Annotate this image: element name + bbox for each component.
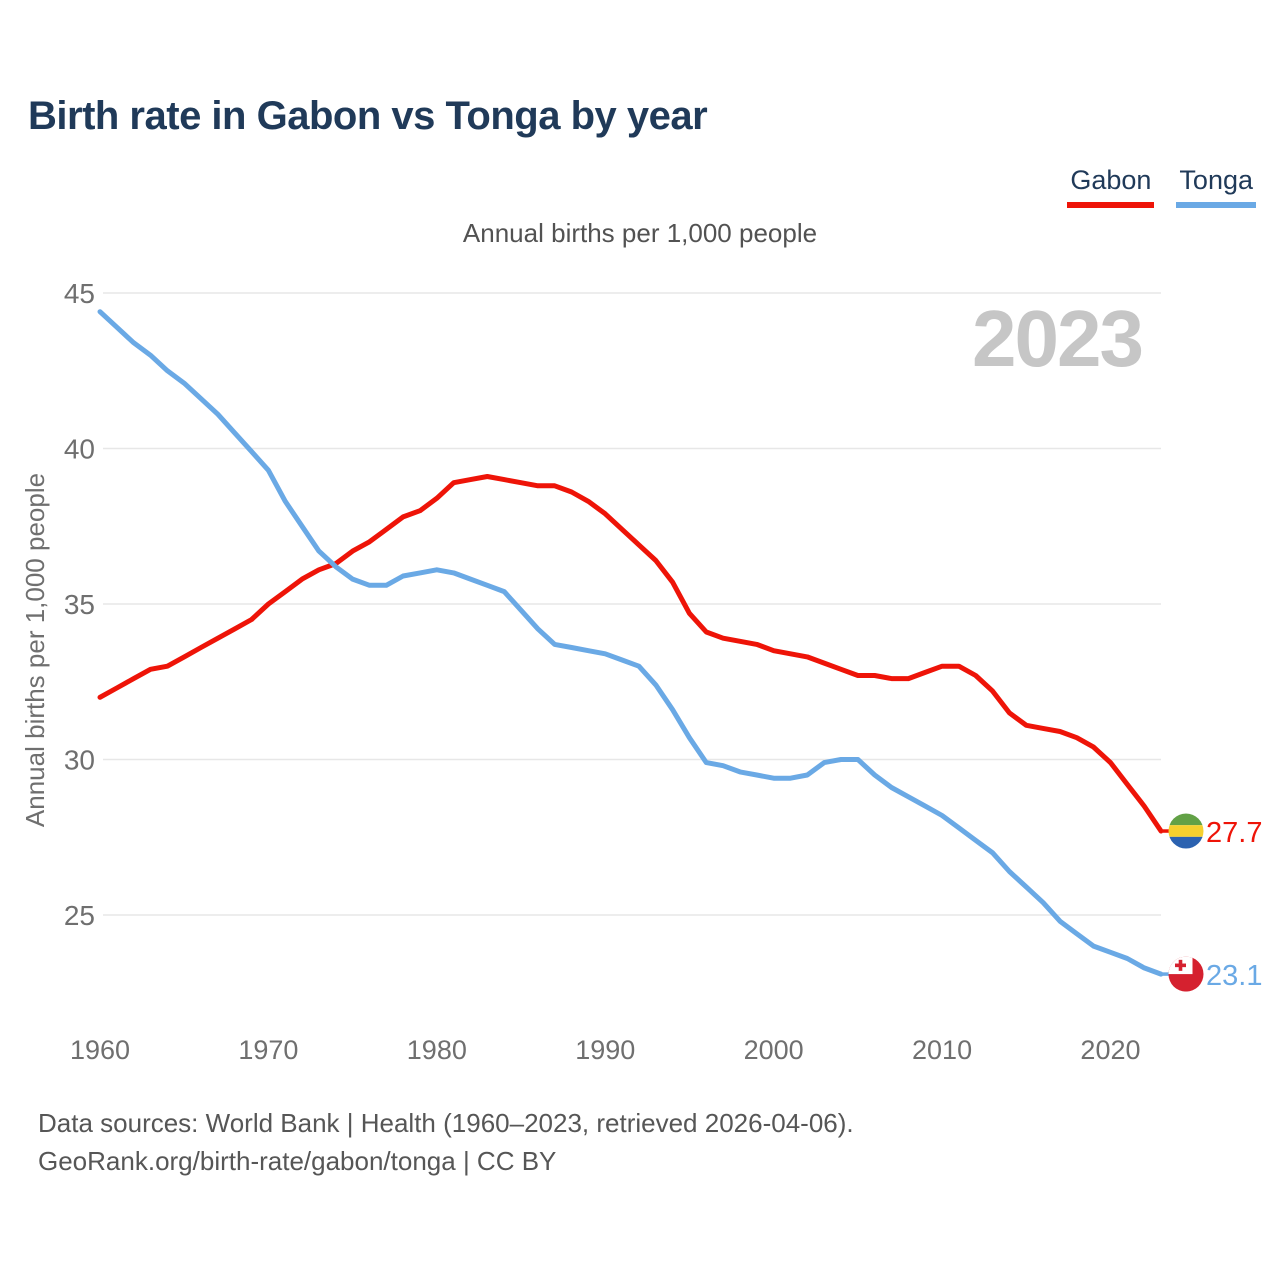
y-tick-label: 45	[64, 278, 95, 309]
legend: Gabon Tonga	[1067, 165, 1256, 208]
gabon-flag-icon	[1168, 813, 1204, 849]
footer-sources-line: Data sources: World Bank | Health (1960–…	[38, 1108, 854, 1138]
x-tick-label: 1970	[238, 1035, 298, 1065]
y-tick-label: 30	[64, 745, 95, 776]
legend-item-tonga[interactable]: Tonga	[1176, 165, 1256, 208]
end-value-label-tonga: 23.1	[1206, 960, 1262, 992]
end-value-label-gabon: 27.7	[1206, 817, 1262, 849]
y-axis-title: Annual births per 1,000 people	[20, 473, 50, 827]
x-tick-label: 2000	[744, 1035, 804, 1065]
watermark-year: 2023	[972, 294, 1142, 383]
tonga-flag-icon	[1168, 956, 1204, 992]
y-tick-label: 25	[64, 900, 95, 931]
footer: Data sources: World Bank | Health (1960–…	[38, 1104, 854, 1180]
series-line-gabon	[97, 474, 1164, 834]
x-tick-label: 2010	[912, 1035, 972, 1065]
x-tick-label: 1990	[575, 1035, 635, 1065]
chart-title: Birth rate in Gabon vs Tonga by year	[28, 94, 708, 138]
x-tick-label: 2020	[1080, 1035, 1140, 1065]
chart-subtitle: Annual births per 1,000 people	[462, 218, 818, 248]
series-line-tonga	[97, 309, 1164, 977]
legend-item-gabon[interactable]: Gabon	[1067, 165, 1155, 208]
y-tick-label: 40	[64, 434, 95, 465]
x-tick-label: 1980	[407, 1035, 467, 1065]
footer-attribution-line: GeoRank.org/birth-rate/gabon/tonga | CC …	[38, 1146, 557, 1176]
x-tick-label: 1960	[70, 1035, 130, 1065]
y-tick-label: 35	[64, 589, 95, 620]
